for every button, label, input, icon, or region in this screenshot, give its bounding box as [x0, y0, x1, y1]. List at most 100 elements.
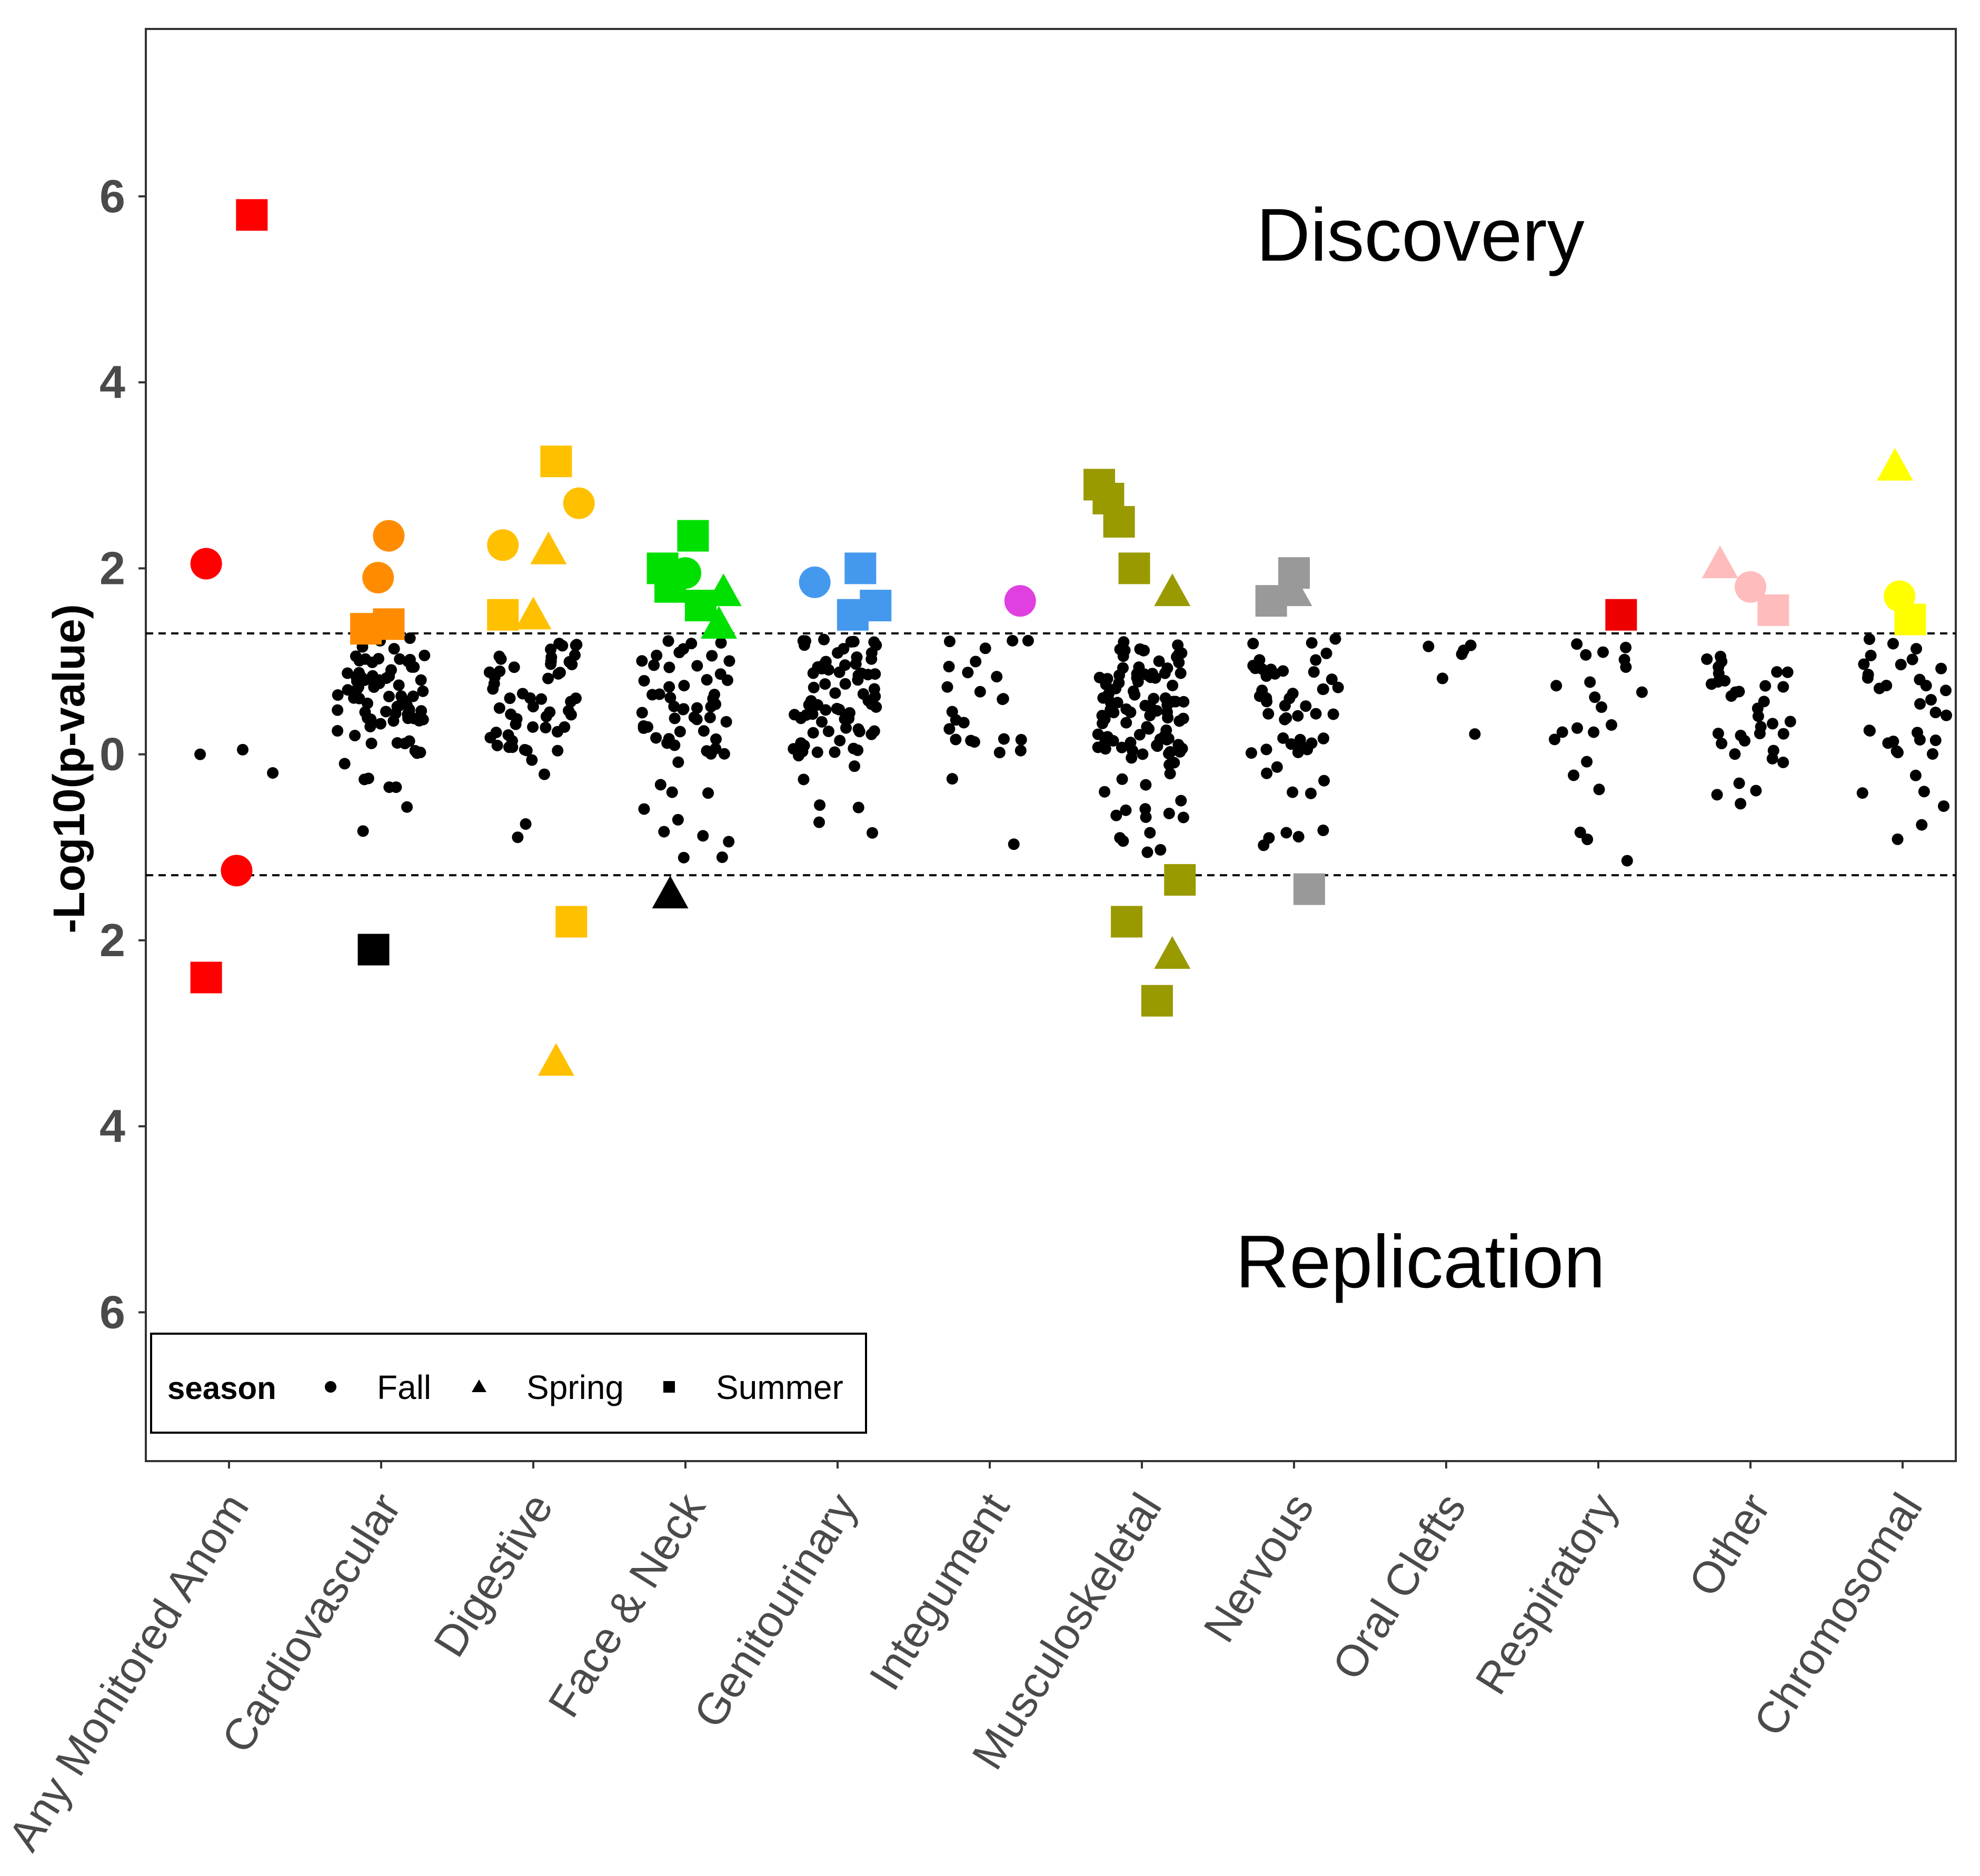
data-point: [697, 830, 709, 842]
data-point: [723, 655, 735, 667]
data-point: [1143, 723, 1155, 735]
data-point: [691, 713, 703, 726]
data-point: [1265, 663, 1277, 676]
data-point: [1279, 700, 1291, 712]
data-point: [1636, 686, 1648, 698]
data-point: [1296, 741, 1308, 753]
data-point: [1550, 680, 1563, 692]
y-tick-label: 6: [100, 170, 125, 222]
significant-point: [652, 876, 689, 909]
data-point: [399, 738, 411, 750]
data-point: [1120, 804, 1132, 816]
data-point: [1581, 756, 1593, 768]
y-tick-label: 6: [100, 1286, 125, 1338]
data-point: [1864, 725, 1876, 737]
data-point: [818, 633, 830, 646]
significant-point: [190, 961, 222, 994]
significant-point: [563, 487, 595, 519]
data-point: [1580, 649, 1592, 661]
y-tick-label: 2: [100, 914, 125, 966]
data-point: [866, 827, 878, 839]
data-point: [267, 767, 279, 779]
data-point: [813, 816, 825, 828]
data-point: [839, 659, 851, 671]
data-point: [353, 654, 365, 667]
data-point: [865, 647, 878, 659]
data-point: [678, 703, 690, 715]
data-point: [493, 702, 505, 714]
data-point: [380, 706, 392, 718]
data-point: [1574, 826, 1586, 838]
data-point: [708, 689, 720, 701]
data-point: [504, 692, 516, 704]
data-point: [698, 725, 710, 737]
data-point: [672, 813, 684, 826]
data-point: [1092, 728, 1104, 740]
data-point: [701, 674, 713, 686]
significant-point: [1154, 936, 1191, 969]
data-point: [1618, 653, 1630, 666]
data-point: [1621, 855, 1633, 867]
data-point: [814, 799, 826, 811]
significant-point: [487, 529, 519, 561]
data-point: [1858, 658, 1870, 670]
data-point: [674, 726, 686, 738]
data-point: [1320, 647, 1332, 659]
data-point: [1126, 752, 1138, 764]
data-point: [1140, 779, 1152, 791]
significant-point: [555, 906, 588, 938]
legend-summer-label: Summer: [716, 1368, 843, 1406]
data-point: [1277, 732, 1289, 744]
data-point: [998, 733, 1010, 745]
significant-point: [670, 557, 701, 589]
data-point: [1938, 800, 1950, 812]
legend-title: season: [167, 1371, 276, 1406]
data-point: [691, 660, 703, 672]
data-points: [190, 199, 1953, 1076]
data-point: [1249, 662, 1261, 674]
data-point: [348, 692, 360, 704]
data-point: [1593, 783, 1605, 796]
data-point: [1711, 789, 1723, 801]
data-point: [1262, 708, 1275, 720]
data-point: [798, 773, 810, 786]
data-point: [704, 711, 716, 723]
data-point: [838, 643, 850, 655]
data-point: [833, 703, 845, 716]
data-point: [974, 686, 986, 698]
data-point: [1701, 653, 1713, 665]
data-point: [510, 718, 522, 730]
data-point: [1151, 740, 1163, 752]
significant-point: [515, 597, 552, 630]
data-point: [1306, 637, 1318, 649]
data-point: [495, 653, 507, 665]
data-point: [1716, 738, 1728, 750]
data-point: [1926, 748, 1938, 760]
data-point: [1906, 653, 1918, 666]
data-point: [1015, 733, 1027, 746]
data-point: [387, 715, 400, 727]
data-point: [718, 748, 730, 760]
significant-point: [530, 531, 567, 564]
data-point: [807, 727, 819, 739]
data-point: [1892, 833, 1904, 845]
significant-point: [1141, 985, 1173, 1017]
data-point: [723, 836, 735, 848]
data-point: [1287, 688, 1299, 700]
data-point: [339, 758, 351, 770]
discovery-annotation: Discovery: [1256, 193, 1584, 277]
data-point: [1887, 638, 1899, 650]
data-point: [650, 732, 662, 744]
data-point: [1752, 710, 1764, 722]
data-point: [542, 672, 554, 684]
data-point: [658, 826, 670, 838]
data-point: [702, 787, 714, 799]
data-point: [654, 779, 666, 791]
data-point: [788, 743, 800, 755]
data-point: [1939, 684, 1952, 697]
data-point: [1327, 708, 1339, 720]
data-point: [1172, 739, 1185, 751]
data-point: [506, 741, 519, 753]
data-point: [946, 706, 958, 718]
data-point: [1022, 634, 1034, 647]
